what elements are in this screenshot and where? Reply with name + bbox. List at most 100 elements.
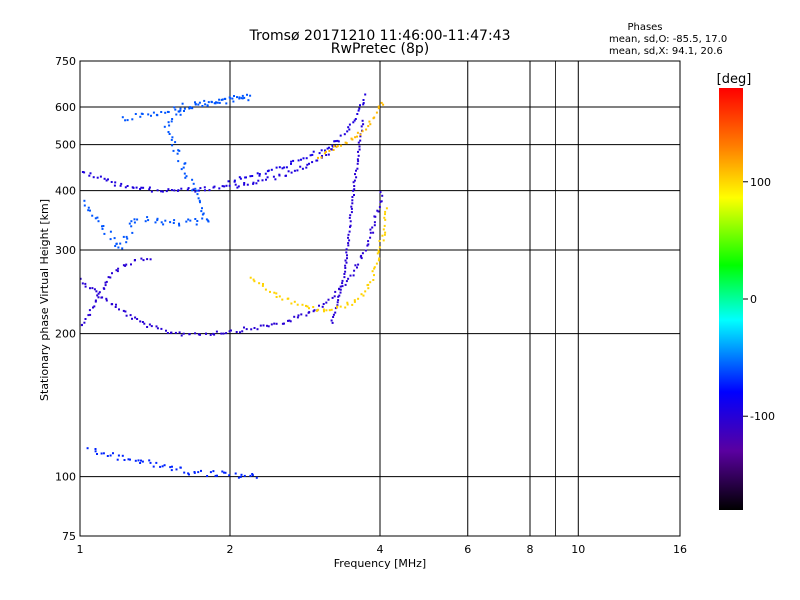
echo-point [125,241,128,244]
echo-point [120,182,123,185]
echo-point [130,263,132,266]
echo-point [209,471,212,474]
echo-point [356,266,358,269]
echo-point [372,279,375,281]
echo-point [361,130,364,133]
echo-point [296,169,299,172]
echo-point [341,279,344,282]
echo-point [336,305,339,308]
echo-point [213,333,216,336]
echo-point [369,236,372,239]
echo-point [183,110,185,112]
echo-point [360,125,363,128]
echo-point [334,311,337,314]
echo-point [121,454,124,457]
echo-point [180,168,183,171]
echo-point [119,242,122,245]
echo-point [87,314,90,317]
echo-point [188,333,191,336]
x-axis-ticks: 1 2 4 6 8 10 16 [77,543,688,556]
echo-point [347,244,350,247]
echo-point [182,166,185,169]
echo-point [353,269,356,272]
echo-point [333,295,336,298]
echo-point [351,138,354,141]
echo-point [159,465,162,468]
colorbar-label: [deg] [717,72,752,87]
echo-point [99,175,102,178]
echo-point [305,314,308,317]
echo-point [345,142,348,145]
echo-point [241,94,244,97]
x-tick-label: 4 [377,543,384,556]
echo-point [281,167,284,170]
echo-point [346,257,348,260]
echo-point [300,158,302,161]
echo-point [101,227,104,230]
echo-point [325,309,328,312]
echo-point [253,280,256,283]
echo-point [194,332,197,335]
echo-point [215,330,218,333]
echo-point [87,209,90,212]
echo-point [252,278,255,281]
echo-point [83,204,86,207]
echo-point [235,331,238,333]
echo-point [238,97,241,100]
echo-point [152,111,155,114]
echo-point [352,121,355,124]
echo-point [239,331,241,334]
echo-point [353,300,356,303]
echo-point [228,330,231,333]
echo-point [195,223,198,226]
echo-point [149,461,152,464]
echo-point [143,322,146,325]
echo-point [315,309,318,312]
echo-point [383,224,386,227]
echo-point [305,304,307,307]
echo-point [121,116,124,119]
echo-point [187,218,190,221]
echo-point [328,309,331,312]
echo-point [203,186,206,189]
echo-point [81,171,84,173]
echo-point [109,454,112,457]
echo-point [374,215,377,218]
echo-point [177,149,180,152]
echo-point [309,154,312,157]
echo-point [232,100,235,103]
echo-point [170,189,173,191]
echo-point [381,194,384,197]
echo-point [353,119,356,122]
colorbar-tick-label: 100 [750,176,771,189]
echo-point [200,469,202,472]
echo-point [249,175,252,178]
echo-point [87,206,90,209]
echo-point [132,186,135,189]
echo-point [114,245,117,247]
echo-point [336,304,339,307]
echo-point [121,247,124,250]
echo-point [296,303,299,306]
echo-point [317,156,319,159]
echo-point [292,159,295,162]
echo-point [258,282,261,285]
echo-point [88,174,91,177]
echo-point [83,171,86,174]
echo-point [364,249,367,252]
echo-point [164,219,167,222]
echo-point [270,168,273,171]
echo-point [344,267,347,269]
echo-point [149,258,152,261]
echo-point [116,458,119,461]
echo-point [264,288,267,291]
echo-point [377,105,380,108]
echo-point [196,193,199,196]
echo-point [344,264,347,267]
echo-point [377,107,380,110]
echo-point [346,303,349,306]
echo-point [179,113,182,116]
echo-point [343,276,346,279]
echo-point [191,107,194,110]
echo-point [102,225,105,227]
